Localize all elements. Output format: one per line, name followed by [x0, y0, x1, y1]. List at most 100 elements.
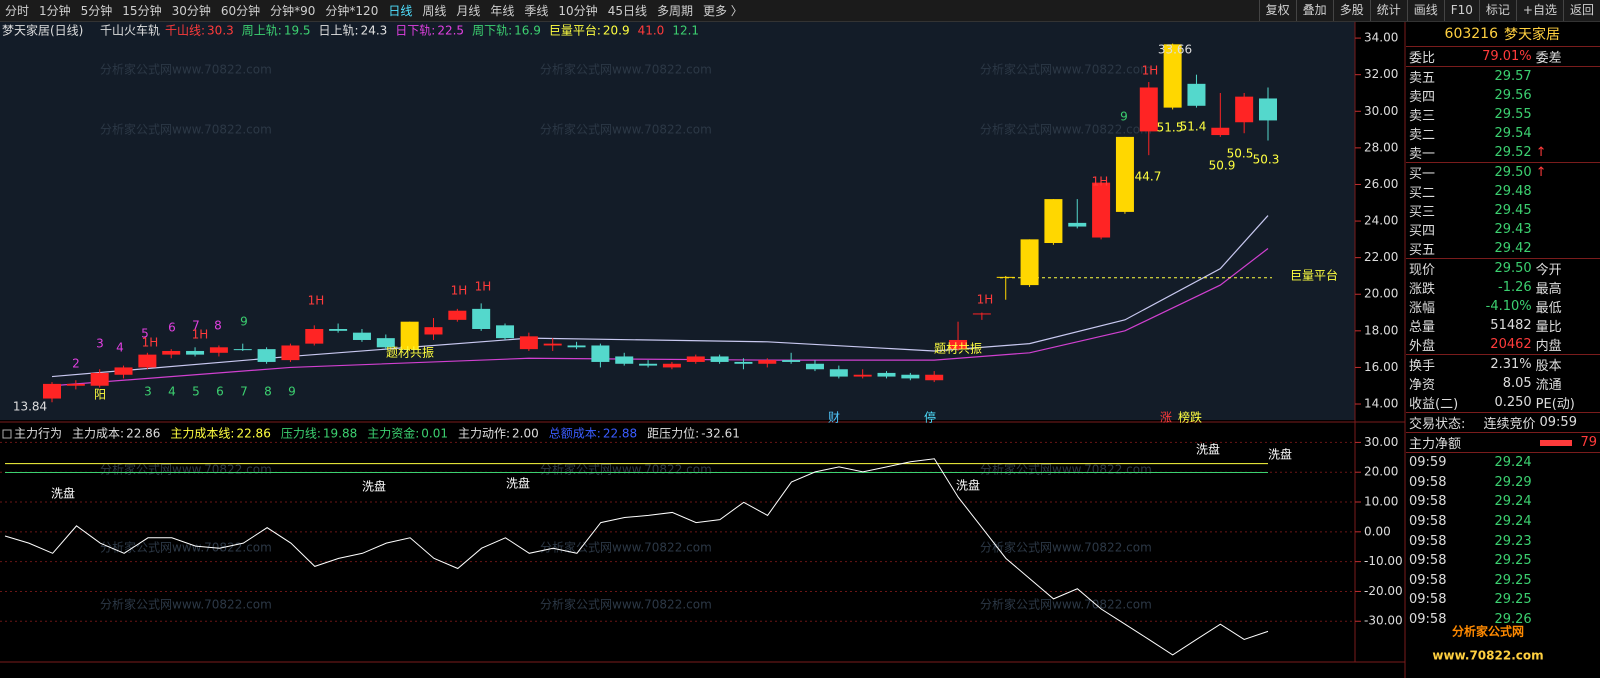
logo-url: www.70822.com — [1432, 649, 1543, 663]
tool-button[interactable]: 标记 — [1478, 0, 1516, 21]
period-tab[interactable]: 45日线 — [607, 4, 647, 18]
period-tab[interactable]: 1分钟 — [39, 4, 71, 18]
quote-header: 603216 梦天家居 — [1406, 22, 1600, 47]
period-tab[interactable]: 周线 — [422, 4, 447, 18]
period-tab[interactable]: 30分钟 — [171, 4, 211, 18]
candle-body — [1163, 44, 1182, 108]
sub-header-name: 主力成本: — [72, 427, 124, 441]
tool-button[interactable]: 返回 — [1562, 0, 1600, 21]
quote-row: 委比 79.01% 委差 — [1406, 47, 1600, 67]
chart-annotation: 9 — [240, 315, 248, 329]
tool-button[interactable]: +自选 — [1515, 0, 1563, 21]
quote-cell: 29.55 — [1494, 107, 1532, 122]
quote-row: 买二 29.48 — [1406, 182, 1600, 201]
tool-button[interactable]: 复权 — [1258, 0, 1296, 21]
period-tab[interactable]: 分时 — [5, 4, 30, 18]
tool-button[interactable]: 统计 — [1369, 0, 1407, 21]
quote-cell: ↑ — [1535, 145, 1547, 160]
tick-price: 29.25 — [1494, 592, 1532, 608]
period-tab[interactable]: 分钟*120 — [325, 4, 379, 18]
chart-annotation: 财 — [828, 411, 840, 425]
candle-body — [734, 361, 753, 364]
y-tick-label: -10.00 — [1364, 554, 1403, 568]
chart-annotation: 50.9 — [1209, 159, 1236, 173]
legend-value: 12.1 — [672, 24, 699, 38]
sub-annotation: 洗盘 — [506, 476, 530, 491]
sub-header-name: 距压力位: — [647, 426, 699, 441]
chart-annotation: 4 — [168, 385, 176, 399]
candle-body — [639, 363, 658, 366]
tick-time: 09:58 — [1409, 494, 1447, 510]
candle-body — [925, 374, 944, 381]
tick-price: 29.24 — [1494, 455, 1532, 471]
period-tab[interactable]: 60分钟 — [220, 4, 261, 18]
candle-body — [1235, 96, 1254, 123]
candle-body — [901, 374, 920, 379]
period-tab[interactable]: 多周期 — [656, 4, 693, 18]
indicator-name: 千山火车轨 — [100, 23, 160, 38]
quote-cell: 0.250 — [1494, 395, 1532, 410]
quote-cell: 卖一 — [1409, 147, 1436, 162]
sub-annotation: 洗盘 — [1196, 442, 1220, 457]
sub-annotation: 洗盘 — [51, 486, 75, 501]
tool-button[interactable]: 叠加 — [1295, 0, 1333, 21]
watermark: 分析家公式网www.70822.com — [540, 62, 712, 77]
y-tick-label: 20.00 — [1364, 287, 1398, 301]
quote-cell: 29.48 — [1494, 184, 1532, 199]
tick-price: 29.29 — [1494, 474, 1532, 490]
period-tab[interactable]: 更多 〉 — [702, 4, 743, 18]
quote-cell: 内盘 — [1535, 339, 1562, 354]
quote-row: 买五 29.42 — [1406, 239, 1600, 259]
quote-cell: 现价 — [1409, 263, 1436, 278]
period-tab[interactable]: 季线 — [524, 4, 549, 18]
chart-annotation: 2 — [72, 357, 80, 371]
candle-body — [233, 349, 252, 351]
candle-body — [162, 350, 181, 355]
status-cell: 连续竞价 — [1483, 417, 1536, 432]
tool-button[interactable]: 画线 — [1406, 0, 1444, 21]
period-tab[interactable]: 15分钟 — [122, 4, 162, 18]
legend-value: 30.3 — [207, 24, 234, 38]
y-tick-label: 14.00 — [1364, 397, 1398, 411]
tool-button[interactable]: F10 — [1443, 0, 1479, 21]
quote-cell: 20462 — [1490, 337, 1532, 352]
candle-body — [90, 372, 109, 386]
candle-body — [257, 349, 276, 362]
quote-cell: 股本 — [1535, 359, 1562, 374]
y-tick-label: 34.00 — [1364, 31, 1398, 45]
period-tab[interactable]: 分钟*90 — [270, 4, 316, 18]
logo-name: 分析家公式网 — [1452, 624, 1524, 639]
tick-time: 09:58 — [1409, 572, 1447, 588]
watermark: 分析家公式网www.70822.com — [540, 122, 712, 137]
candle-body — [1187, 83, 1206, 106]
chart-annotation: 1H — [977, 293, 994, 307]
candle-body — [972, 313, 991, 315]
period-tab[interactable]: 日线 — [388, 4, 413, 18]
period-tab[interactable]: 10分钟 — [558, 4, 598, 18]
candle-body — [591, 345, 610, 362]
legend-value: 19.5 — [284, 24, 311, 38]
chart-annotation: 33.66 — [1158, 43, 1192, 57]
tick-time: 09:58 — [1409, 533, 1447, 549]
y-tick-label: 0.00 — [1364, 524, 1391, 538]
chart-annotation: 1H — [475, 280, 492, 294]
flow-line — [4, 458, 1269, 656]
period-tab[interactable]: 年线 — [490, 4, 515, 18]
tick-time: 09:58 — [1409, 592, 1447, 608]
candle-body — [805, 363, 824, 370]
watermark: 分析家公式网www.70822.com — [540, 597, 712, 612]
quote-cell: 29.45 — [1494, 203, 1532, 218]
quote-row: 换手 2.31% 股本 — [1406, 355, 1600, 374]
candle-body — [1020, 239, 1039, 286]
chart-annotation: 3 — [96, 337, 104, 351]
quote-row: 涨幅 -4.10% 最低 — [1406, 297, 1600, 316]
period-tab[interactable]: 5分钟 — [80, 4, 113, 18]
tool-button[interactable]: 多股 — [1332, 0, 1370, 21]
period-tab[interactable]: 月线 — [456, 4, 481, 18]
candle-body — [1044, 199, 1063, 244]
toolbar: 分时 1分钟 5分钟 15分钟 30分钟 60分钟 分钟*90 分钟*120 日线 周线 月线 年线季… — [0, 0, 1600, 22]
candle-body — [1115, 136, 1134, 212]
y-tick-label: 32.00 — [1364, 67, 1398, 81]
y-tick-label: 30.00 — [1364, 435, 1398, 449]
watermark: 分析家公式网www.70822.com — [540, 540, 712, 555]
